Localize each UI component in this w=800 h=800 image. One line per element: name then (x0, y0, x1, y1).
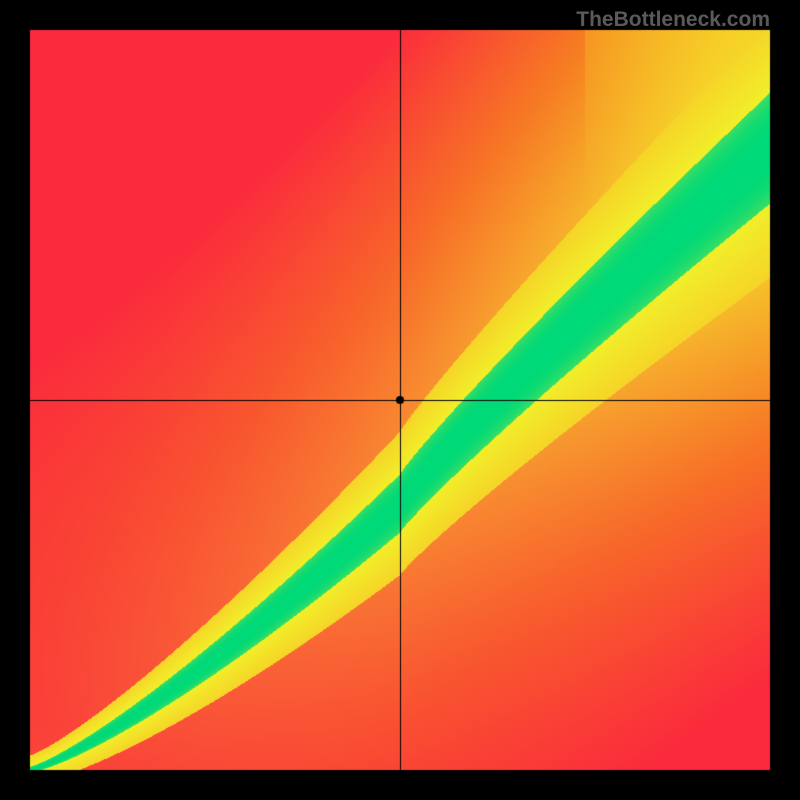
heatmap-canvas (0, 0, 800, 800)
chart-container: TheBottleneck.com (0, 0, 800, 800)
watermark-text: TheBottleneck.com (576, 8, 770, 32)
